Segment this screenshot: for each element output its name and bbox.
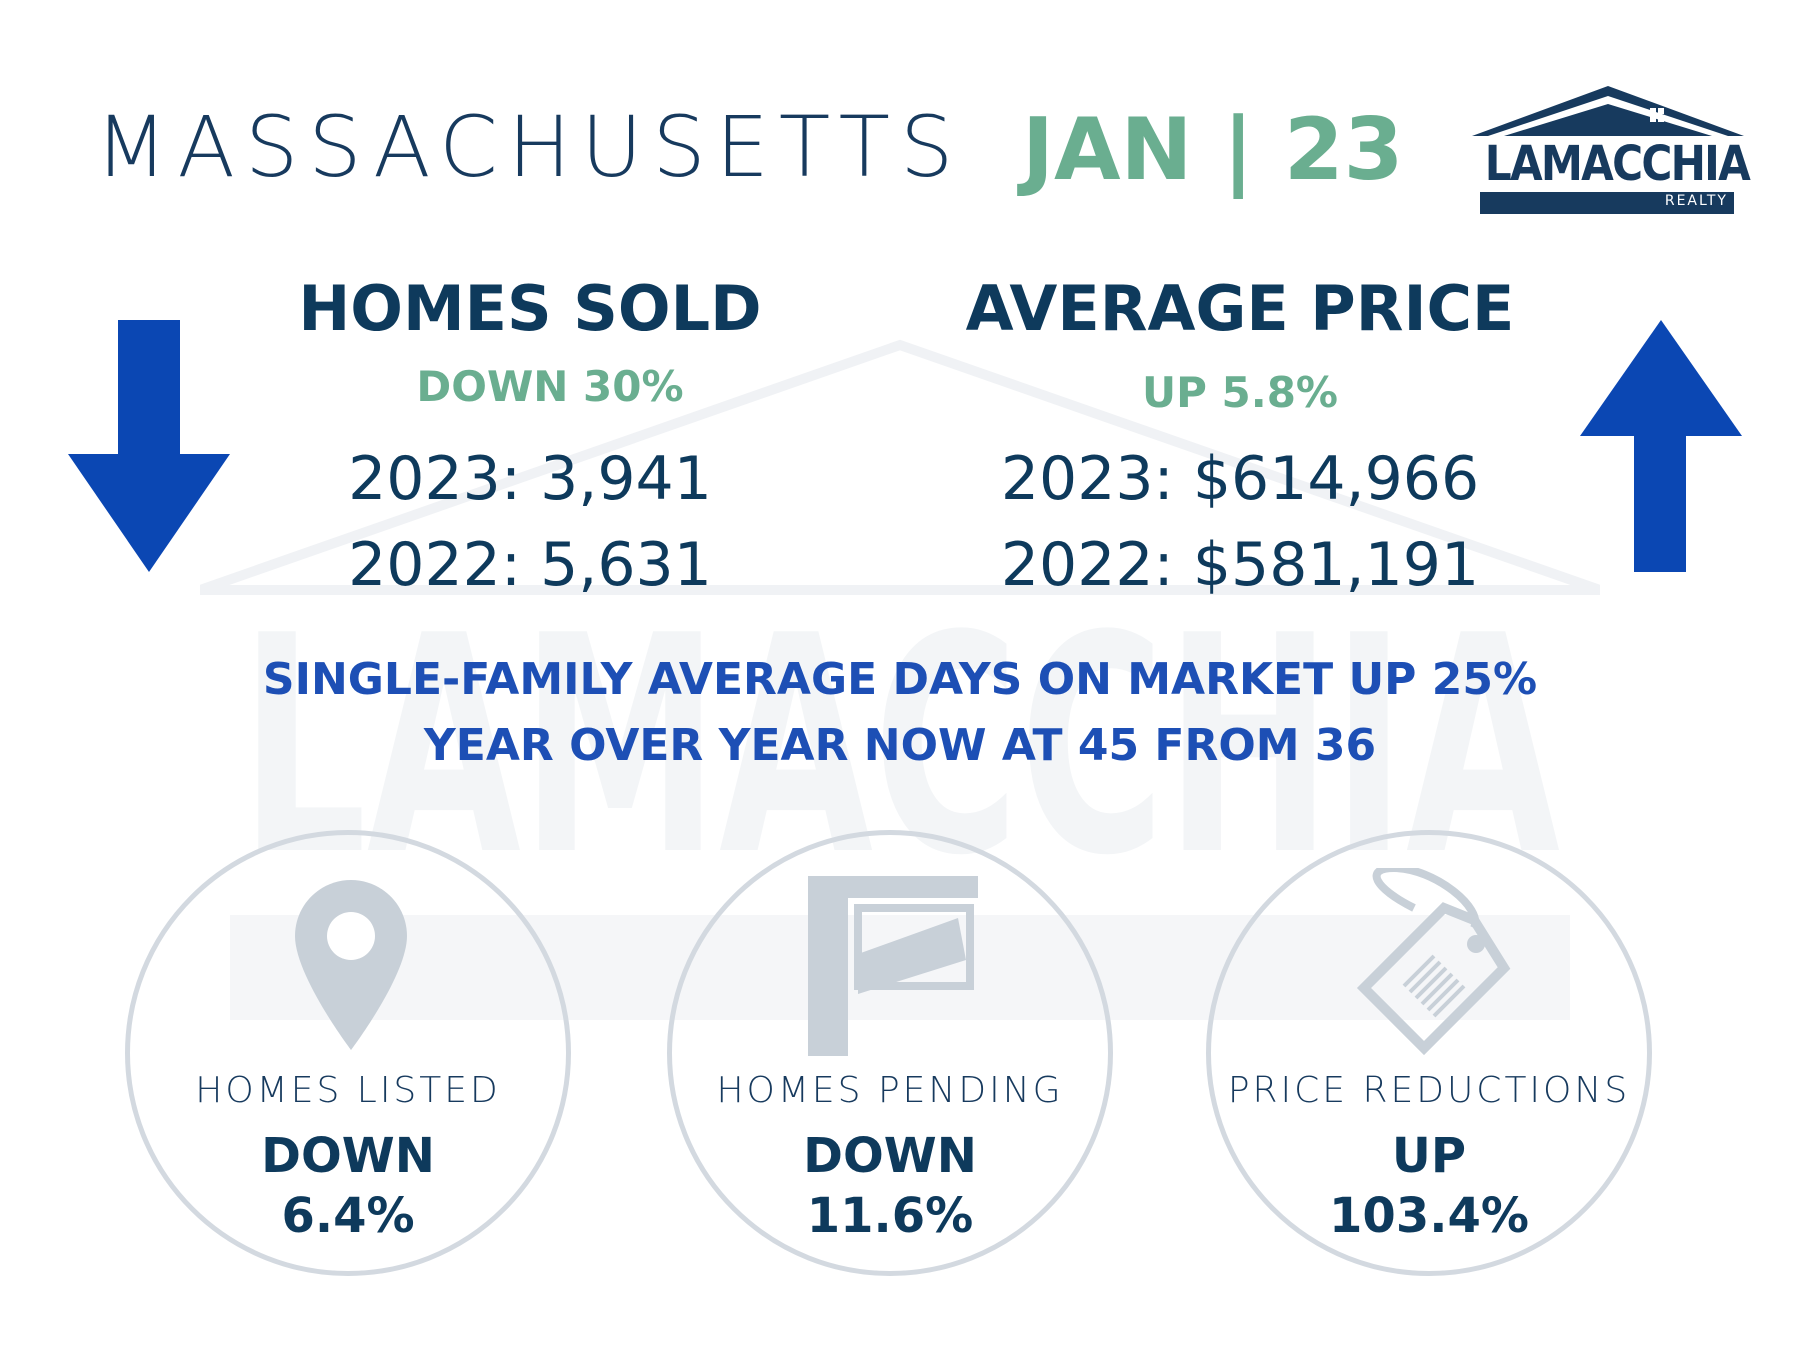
price-reductions-value: 103.4% <box>1329 1188 1529 1244</box>
homes-listed-value: 6.4% <box>281 1188 415 1244</box>
sign-post-icon <box>808 876 978 1056</box>
homes-pending-value: 11.6% <box>806 1188 974 1244</box>
price-reductions-label: PRICE REDUCTIONS <box>1227 1070 1631 1111</box>
metric-circle-price-reductions <box>1206 830 1652 1276</box>
days-on-market-line-1: SINGLE-FAMILY AVERAGE DAYS ON MARKET UP … <box>262 654 1538 705</box>
average-price-change: UP 5.8% <box>1142 368 1338 417</box>
state-title: MASSACHUSETTS <box>95 98 964 196</box>
days-on-market-line-2: YEAR OVER YEAR NOW AT 45 FROM 36 <box>423 720 1377 771</box>
metric-circle-homes-pending <box>667 830 1113 1276</box>
homes-listed-label: HOMES LISTED <box>195 1070 501 1111</box>
logo-name: LAMACCHIA <box>1484 136 1751 192</box>
average-price-2023: 2023: $614,966 <box>1000 444 1480 514</box>
average-price-heading: AVERAGE PRICE <box>965 272 1515 345</box>
homes-sold-change: DOWN 30% <box>416 362 684 411</box>
homes-pending-label: HOMES PENDING <box>716 1070 1064 1111</box>
homes-sold-heading: HOMES SOLD <box>298 272 762 345</box>
average-price-2022: 2022: $581,191 <box>1000 530 1480 600</box>
arrow-down-icon <box>68 320 230 572</box>
logo-roof-icon <box>1472 86 1744 136</box>
homes-listed-direction: DOWN <box>261 1128 435 1184</box>
homes-sold-2023: 2023: 3,941 <box>348 444 712 514</box>
company-logo: LAMACCHIA REALTY <box>1468 84 1751 219</box>
logo-bar <box>1480 192 1734 214</box>
map-pin-icon <box>295 880 407 1050</box>
report-date: JAN | 23 <box>1022 100 1404 200</box>
price-tag-icon <box>1356 868 1511 1056</box>
price-reductions-direction: UP <box>1391 1128 1467 1184</box>
homes-pending-direction: DOWN <box>803 1128 977 1184</box>
metric-circle-homes-listed <box>125 830 571 1276</box>
arrow-up-icon <box>1580 320 1742 572</box>
homes-sold-2022: 2022: 5,631 <box>348 530 712 600</box>
logo-sub: REALTY <box>1664 193 1728 209</box>
